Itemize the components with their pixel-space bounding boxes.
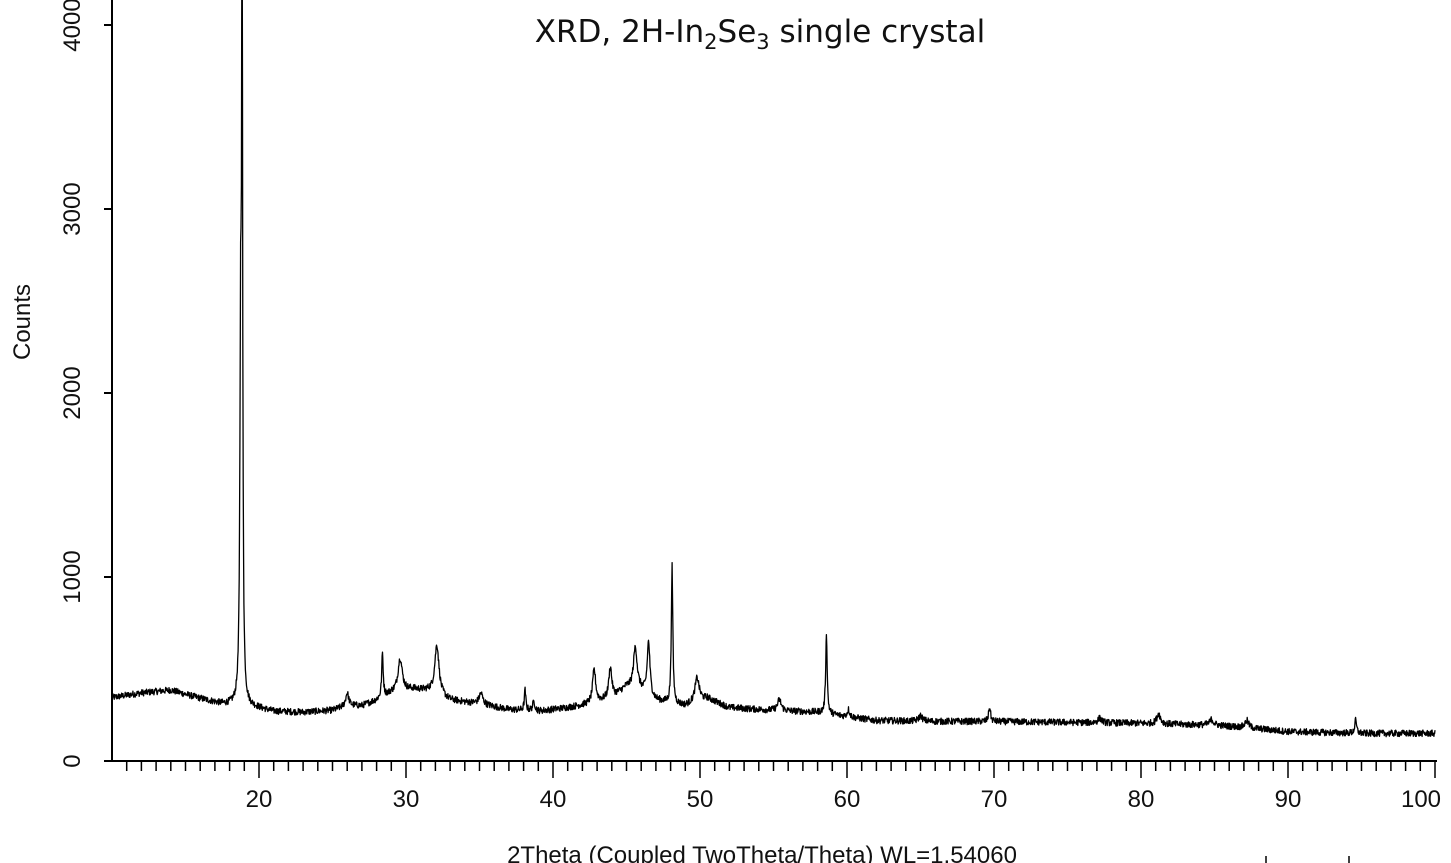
x-tick-label: 60 [834, 786, 861, 813]
chart-title: XRD, 2H-In2Se3 single crystal [535, 14, 985, 54]
x-tick-label: 40 [540, 786, 567, 813]
x-tick-label: 20 [246, 786, 273, 813]
x-tick-label: 70 [981, 786, 1008, 813]
y-tick-label: 4000 [59, 0, 86, 52]
y-axis-label: Counts [9, 284, 36, 360]
x-ticks: 20 30 40 50 60 70 80 90 100 [125, 761, 1441, 813]
y-tick-label: 0 [59, 754, 86, 767]
x-tick-label: 30 [393, 786, 420, 813]
x-tick-label: 80 [1128, 786, 1155, 813]
y-tick-label: 3000 [59, 182, 86, 235]
y-ticks: 0 1000 2000 3000 4000 [59, 0, 112, 768]
x-tick-label: 90 [1275, 786, 1302, 813]
x-tick-label: 100 [1401, 786, 1441, 813]
x-axis-label: 2Theta (Coupled TwoTheta/Theta) WL=1.540… [507, 842, 1017, 863]
series-line [111, 0, 1436, 738]
y-tick-label: 2000 [59, 366, 86, 419]
y-tick-label: 1000 [59, 550, 86, 603]
x-tick-label: 50 [687, 786, 714, 813]
